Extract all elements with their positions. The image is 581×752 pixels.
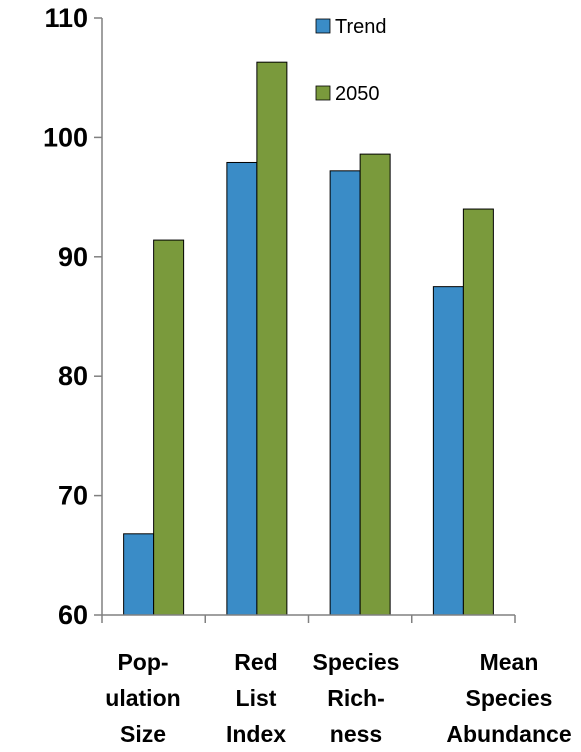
x-category-label: Species Rich-ness bbox=[313, 649, 400, 747]
y-tick-label: 70 bbox=[58, 481, 88, 511]
y-tick-labels: 60 70 80 90 100 110 bbox=[43, 3, 88, 630]
x-category-label: Pop-ulation Size bbox=[105, 649, 180, 747]
legend-swatch-trend bbox=[315, 18, 331, 34]
legend: Trend 2050 bbox=[315, 16, 387, 105]
bar-2050-3 bbox=[359, 153, 391, 616]
bar-trend-1 bbox=[123, 533, 155, 616]
legend-swatch-2050 bbox=[315, 85, 331, 101]
y-tick-label: 110 bbox=[44, 3, 88, 33]
bar-2050-4 bbox=[462, 208, 494, 616]
bar-2050-2 bbox=[256, 61, 288, 616]
axes-group bbox=[94, 17, 516, 623]
legend-label-2050: 2050 bbox=[335, 83, 380, 105]
bar-trend-4 bbox=[432, 286, 464, 616]
bars-group bbox=[123, 61, 494, 616]
bar-trend-2 bbox=[226, 161, 258, 616]
x-category-labels: Pop-ulation Size Red List Index Species Rich-n… bbox=[105, 649, 571, 747]
y-tick-label: 60 bbox=[58, 600, 88, 630]
bar-2050-1 bbox=[153, 239, 185, 616]
bar-trend-3 bbox=[329, 170, 361, 616]
y-tick-label: 80 bbox=[58, 361, 88, 391]
legend-label-trend: Trend bbox=[335, 16, 387, 38]
x-category-label: Mean Species Abundance bbox=[446, 649, 571, 747]
y-tick-label: 90 bbox=[58, 242, 88, 272]
y-tick-label: 100 bbox=[43, 122, 88, 152]
x-category-label: Red List Index bbox=[226, 649, 286, 747]
